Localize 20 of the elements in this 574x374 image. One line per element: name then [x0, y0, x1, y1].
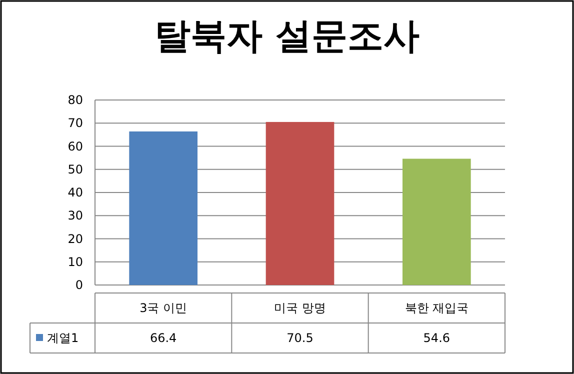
legend-label: 계열1: [47, 331, 79, 345]
y-tick-label: 20: [68, 232, 83, 246]
y-tick-label: 60: [68, 139, 83, 154]
x-tick-label: 북한 재입국: [404, 301, 469, 315]
y-tick-label: 70: [68, 116, 83, 130]
data-label: 54.6: [423, 331, 450, 345]
bar: [129, 131, 198, 285]
x-tick-label: 3국 이민: [140, 301, 188, 315]
bar: [402, 158, 471, 285]
x-tick-label: 미국 망명: [274, 301, 326, 315]
y-tick-label: 10: [68, 254, 83, 269]
chart-title: 탈북자 설문조사: [154, 16, 420, 57]
y-tick-label: 40: [68, 186, 83, 200]
y-tick-label: 30: [68, 208, 83, 223]
y-tick-label: 0: [75, 278, 83, 292]
data-label: 70.5: [286, 331, 314, 345]
data-label: 66.4: [150, 331, 177, 345]
y-tick-label: 80: [68, 93, 83, 107]
bar: [266, 122, 334, 285]
y-tick-label: 50: [68, 162, 83, 176]
